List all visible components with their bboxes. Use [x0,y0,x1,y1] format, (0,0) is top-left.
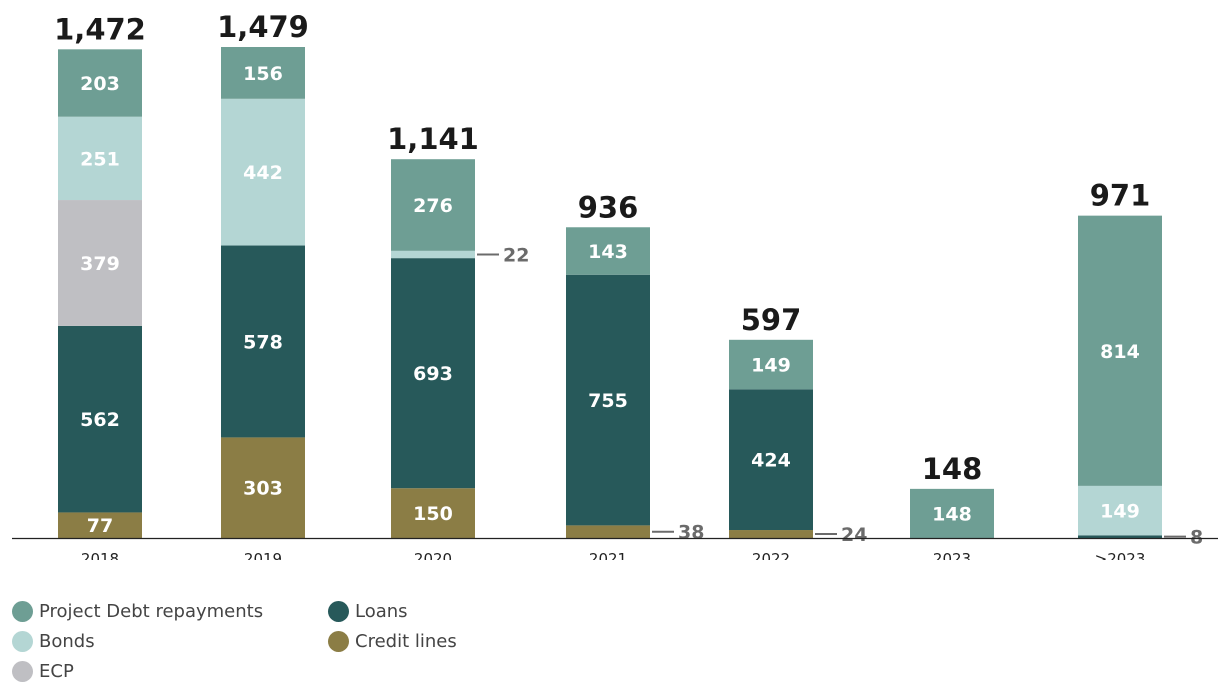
x-tick-label-2022: 2022 [752,550,790,560]
segment-label-credit-lines-2018: 77 [87,515,113,537]
callout-label-loans-2023: 8 [1190,527,1203,549]
total-label-2018: 1,472 [54,12,146,46]
segment-label-bonds-2019: 442 [243,162,283,184]
bar-segment-credit-lines-2020 [391,488,475,538]
legend-item-project-debt-repayments: Project Debt repayments [12,598,263,624]
total-label-2022: 597 [741,303,802,337]
bar-segment-loans-2021 [566,274,650,526]
total-label-2021: 936 [578,190,639,224]
legend-label: Bonds [39,630,95,652]
bar-segment-bonds-2018 [58,116,142,201]
bar-segment-project-debt-repayments-2019 [221,47,305,99]
x-tick-label-2020: 2020 [414,550,452,560]
segment-label-loans-2019: 578 [243,331,283,353]
legend-swatch-icon [328,600,349,622]
bar-segment-project-debt-repayments-2018 [58,49,142,117]
legend-label: Loans [355,600,408,622]
segment-label-credit-lines-2019: 303 [243,478,283,500]
segment-label-loans-2018: 562 [80,409,120,431]
bar-segment-credit-lines-2018 [58,512,142,538]
bar-segment-credit-lines-2021 [566,525,650,538]
legend-item-loans: Loans [328,598,408,624]
segment-label-project-debt-repayments-2022: 149 [751,355,791,377]
segment-label-loans-2020: 693 [413,363,453,385]
bar-segment-loans-2019 [221,245,305,438]
bar-segment-project-debt-repayments-2023 [1078,215,1162,486]
segment-label-project-debt-repayments-2018: 203 [80,73,120,95]
segment-label-bonds-2023: 149 [1100,501,1140,523]
legend-swatch-icon [12,660,33,682]
legend-swatch-icon [12,600,33,622]
legend-item-credit-lines: Credit lines [328,628,457,654]
legend-label: Credit lines [355,630,457,652]
total-label-2019: 1,479 [217,10,309,44]
callout-label-credit-lines-2022: 24 [841,524,867,546]
legend-label: Project Debt repayments [39,600,264,622]
legend-swatch-icon [328,630,349,652]
legend-item-bonds: Bonds [12,628,95,654]
chart-legend: Project Debt repayments Loans Bonds Credit … [12,598,612,686]
total-label-2020: 1,141 [387,122,479,156]
bar-segment-project-debt-repayments-2021 [566,227,650,275]
bar-segment-loans-2020 [391,258,475,489]
segment-label-project-debt-repayments-2020: 276 [413,195,453,217]
bar-segment-credit-lines-2019 [221,437,305,538]
segment-label-loans-2022: 424 [751,450,791,472]
x-tick-label-2023: >2023 [1095,550,1146,560]
segment-label-credit-lines-2020: 150 [413,503,453,525]
bar-segment-bonds-2020 [391,250,475,259]
x-tick-label-2021: 2021 [589,550,627,560]
x-tick-label-2019: 2019 [244,550,282,560]
segment-label-project-debt-repayments-2019: 156 [243,63,283,85]
bar-segment-loans-2018 [58,325,142,513]
segment-label-project-debt-repayments-2023: 814 [1100,341,1140,363]
total-label-2023: 148 [922,452,983,486]
bar-segment-ecp-2018 [58,200,142,326]
x-tick-label-2023: 2023 [933,550,971,560]
legend-item-ecp: ECP [12,658,74,684]
callout-label-bonds-2020: 22 [503,244,529,266]
bar-segment-credit-lines-2022 [729,530,813,538]
bar-segment-project-debt-repayments-2022 [729,339,813,390]
stacked-bar-chart: 77 562 379 251 203 1,472 2018 303 578 442 156 1,479… [12,10,1218,560]
bar-segment-project-debt-repayments-2023 [910,488,994,538]
bar-segment-project-debt-repayments-2020 [391,159,475,251]
callout-label-credit-lines-2021: 38 [678,522,704,544]
bar-segment-bonds-2019 [221,98,305,246]
legend-label: ECP [39,660,74,682]
x-tick-label-2018: 2018 [81,550,119,560]
total-label-2023: 971 [1090,179,1151,213]
bar-segment-loans-2023 [1078,535,1162,538]
bar-segment-loans-2022 [729,389,813,531]
segment-label-ecp-2018: 379 [80,253,120,275]
segment-label-project-debt-repayments-2021: 143 [588,241,628,263]
legend-swatch-icon [12,630,33,652]
segment-label-project-debt-repayments-2023: 148 [932,503,972,525]
segment-label-bonds-2018: 251 [80,148,120,170]
bar-segment-bonds-2023 [1078,485,1162,536]
segment-label-loans-2021: 755 [588,390,628,412]
